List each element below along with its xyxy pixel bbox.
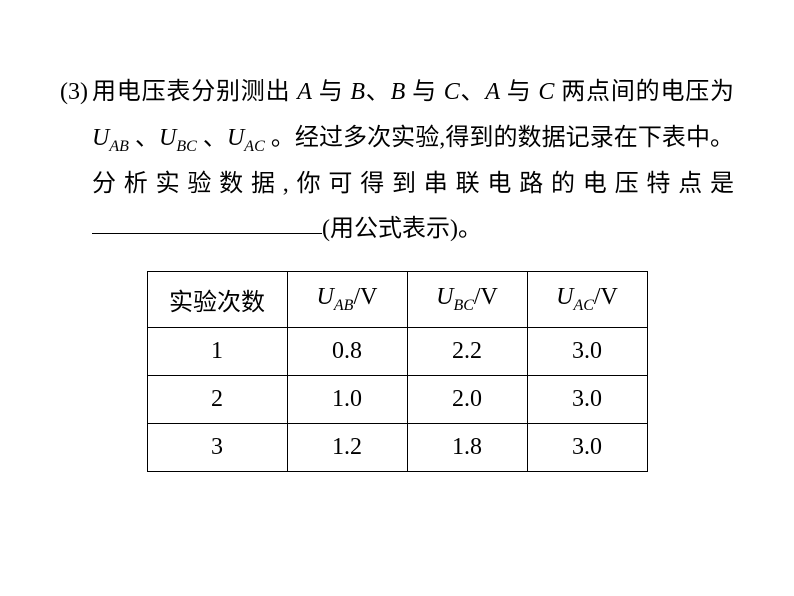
cell-uab: 1.0 [287,375,407,423]
cell-n: 3 [147,423,287,471]
table-wrapper: 实验次数 UAB/V UBC/V UAC/V 1 0.8 2.2 3.0 2 1… [60,271,734,472]
sub-AB: AB [109,137,129,154]
cell-uab: 0.8 [287,327,407,375]
cell-uab: 1.2 [287,423,407,471]
text-segment: 、 [460,79,486,105]
sep: 、 [129,125,159,151]
header-u: U [556,284,573,310]
question-block: (3) 用电压表分别测出 A 与 B、B 与 C、A 与 C 两点间的电压为UA… [60,70,734,253]
sep: 、 [197,125,227,151]
sub-BC: BC [176,137,196,154]
table-header-row: 实验次数 UAB/V UBC/V UAC/V [147,271,647,327]
question-text: 用电压表分别测出 A 与 B、B 与 C、A 与 C 两点间的电压为UAB 、U… [92,70,734,253]
table-row: 2 1.0 2.0 3.0 [147,375,647,423]
blank-fill [92,210,322,234]
var-B2: B [391,79,406,105]
header-unit: /V [594,284,618,310]
cell-uac: 3.0 [527,375,647,423]
var-A2: A [485,79,500,105]
var-U2: U [159,125,176,151]
text-segment: 两点间的电压为 [554,79,734,105]
sub-AC: AC [244,137,264,154]
header-trial: 实验次数 [147,271,287,327]
header-sub: AC [573,297,593,314]
cell-ubc: 1.8 [407,423,527,471]
cell-n: 1 [147,327,287,375]
data-table: 实验次数 UAB/V UBC/V UAC/V 1 0.8 2.2 3.0 2 1… [147,271,648,472]
header-u: U [317,284,334,310]
question-number: (3) [60,70,88,116]
header-uac: UAC/V [527,271,647,327]
text-segment: 、 [365,79,391,105]
cell-uac: 3.0 [527,423,647,471]
header-unit: /V [353,284,377,310]
cell-uac: 3.0 [527,327,647,375]
var-B: B [350,79,365,105]
header-unit: /V [474,284,498,310]
cell-ubc: 2.0 [407,375,527,423]
var-C2: C [538,79,554,105]
var-U3: U [227,125,244,151]
header-ubc: UBC/V [407,271,527,327]
text-segment: 与 [405,79,443,105]
cell-ubc: 2.2 [407,327,527,375]
text-segment: 与 [500,79,538,105]
header-u: U [436,284,453,310]
cell-n: 2 [147,375,287,423]
text-segment: (用公式表示)。 [322,216,482,242]
text-segment: 与 [312,79,350,105]
var-U1: U [92,125,109,151]
table-row: 3 1.2 1.8 3.0 [147,423,647,471]
table-row: 1 0.8 2.2 3.0 [147,327,647,375]
header-sub: BC [453,297,473,314]
text-segment: 用电压表分别测出 [92,79,297,105]
header-sub: AB [334,297,354,314]
text-segment: 。经过多次实验,得到的数据记录在下表中。分析实验数据,你可得到串联电路的电压特点… [92,125,734,197]
var-A: A [297,79,312,105]
header-uab: UAB/V [287,271,407,327]
var-C: C [444,79,460,105]
